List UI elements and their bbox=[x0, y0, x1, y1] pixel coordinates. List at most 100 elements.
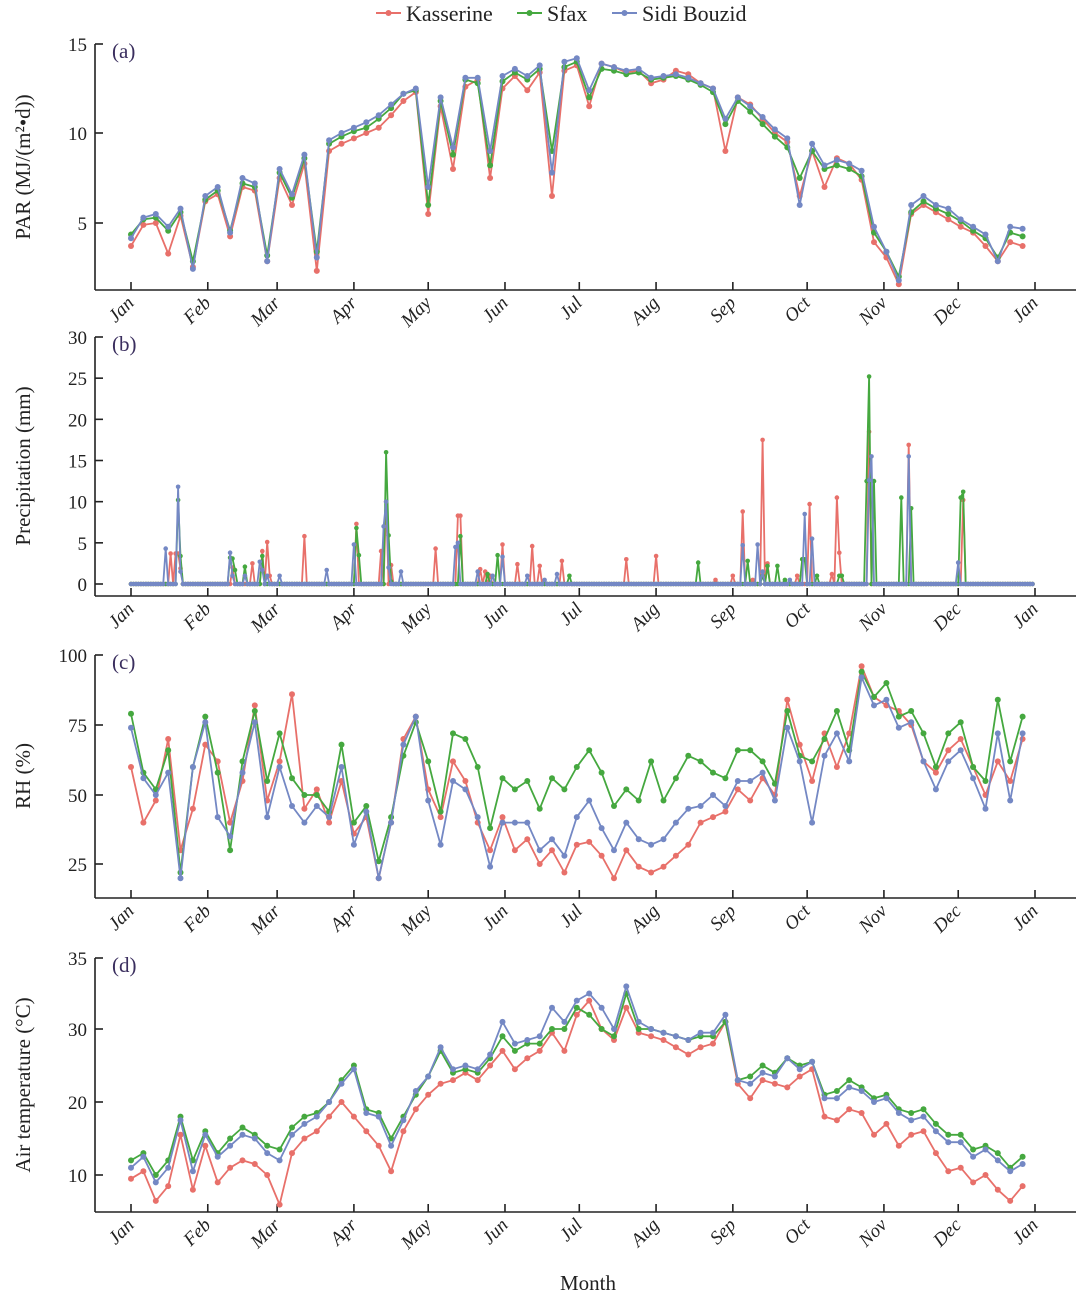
data-point bbox=[561, 1047, 568, 1054]
data-point bbox=[326, 814, 333, 821]
data-point bbox=[906, 442, 911, 448]
data-point bbox=[542, 577, 547, 583]
data-point bbox=[932, 1120, 939, 1127]
data-point bbox=[809, 819, 816, 826]
data-point bbox=[400, 90, 407, 97]
data-point bbox=[450, 758, 456, 765]
data-point bbox=[189, 805, 196, 812]
x-tick-label-aug: Aug bbox=[626, 293, 664, 331]
data-point bbox=[168, 551, 173, 556]
data-point bbox=[455, 540, 461, 546]
y-tick-label: 30 bbox=[68, 328, 87, 349]
data-point bbox=[425, 1091, 432, 1098]
data-point bbox=[734, 786, 741, 793]
data-point bbox=[189, 764, 196, 770]
data-point bbox=[932, 769, 939, 776]
x-tick-label-jun: Jun bbox=[478, 293, 512, 327]
data-point bbox=[524, 87, 531, 94]
data-point bbox=[242, 564, 248, 569]
x-tick-label-jul: Jul bbox=[556, 901, 587, 932]
data-point bbox=[787, 577, 793, 583]
data-point bbox=[321, 581, 327, 587]
x-tick-label-sep: Sep bbox=[706, 599, 740, 633]
panel-tag: (a) bbox=[112, 39, 135, 63]
data-point bbox=[796, 1066, 803, 1073]
data-point bbox=[932, 202, 939, 208]
x-tick-label-nov: Nov bbox=[854, 292, 892, 330]
x-tick-label-aug: Aug bbox=[626, 599, 664, 637]
data-point bbox=[970, 764, 977, 770]
data-point bbox=[908, 1117, 915, 1124]
data-point bbox=[920, 1113, 927, 1120]
data-point bbox=[202, 1142, 209, 1149]
data-point bbox=[809, 778, 816, 784]
data-point bbox=[586, 838, 593, 845]
data-point bbox=[994, 730, 1001, 737]
data-point bbox=[239, 175, 246, 181]
data-point bbox=[497, 581, 503, 587]
data-point bbox=[1019, 243, 1026, 249]
data-point bbox=[232, 567, 238, 573]
data-point bbox=[833, 764, 840, 770]
data-point bbox=[685, 1037, 692, 1043]
data-point bbox=[375, 1113, 382, 1120]
panel-b: 0 5 10 15 20 25 30 Jan Feb Mar Apr May Jun Jul Aug Sep O… bbox=[11, 328, 1076, 638]
data-point bbox=[648, 841, 655, 848]
data-point bbox=[276, 1157, 283, 1164]
data-point bbox=[350, 135, 357, 142]
data-point bbox=[301, 1120, 308, 1127]
data-point bbox=[301, 819, 308, 826]
data-point bbox=[301, 1113, 308, 1120]
data-point bbox=[227, 1164, 234, 1171]
data-point bbox=[573, 814, 580, 821]
data-point bbox=[970, 1153, 977, 1160]
data-point bbox=[536, 1047, 543, 1054]
data-point bbox=[858, 674, 865, 681]
y-tick-label: 20 bbox=[68, 1093, 87, 1114]
data-point bbox=[473, 581, 478, 587]
data-point bbox=[846, 166, 853, 172]
data-point bbox=[685, 1051, 692, 1058]
data-point bbox=[903, 581, 909, 587]
data-point bbox=[500, 554, 505, 560]
data-point bbox=[908, 708, 915, 714]
data-point bbox=[326, 819, 333, 826]
y-tick-label: 30 bbox=[68, 1020, 87, 1041]
data-point bbox=[152, 1197, 159, 1204]
data-point bbox=[747, 103, 754, 110]
data-point bbox=[511, 1047, 518, 1054]
data-point bbox=[240, 581, 245, 587]
data-point bbox=[524, 778, 531, 784]
data-point bbox=[784, 135, 791, 142]
x-tick-label-sep: Sep bbox=[706, 1215, 740, 1249]
data-point bbox=[573, 55, 580, 62]
data-point bbox=[760, 569, 765, 574]
data-point bbox=[264, 1150, 271, 1157]
data-point bbox=[225, 581, 230, 587]
data-point bbox=[450, 730, 456, 737]
data-point bbox=[487, 581, 493, 587]
data-point bbox=[858, 1110, 865, 1116]
data-point bbox=[450, 778, 456, 784]
data-point bbox=[685, 752, 692, 759]
data-point bbox=[672, 71, 679, 78]
series-line-kasserine bbox=[131, 430, 1033, 585]
y-axis-title: RH (%) bbox=[11, 743, 35, 809]
data-point bbox=[833, 157, 840, 163]
data-point bbox=[239, 1124, 246, 1131]
data-point bbox=[264, 258, 271, 265]
x-tick-label-mar: Mar bbox=[246, 1214, 285, 1253]
y-axis-title: Air temperature (°C) bbox=[11, 997, 35, 1172]
data-point bbox=[499, 1047, 506, 1054]
data-point bbox=[809, 758, 816, 765]
data-point bbox=[573, 1011, 580, 1018]
data-point bbox=[462, 736, 469, 742]
x-tick-label-jan: Jan bbox=[1008, 293, 1042, 327]
data-point bbox=[552, 581, 557, 587]
data-point bbox=[437, 94, 444, 101]
data-point bbox=[485, 571, 490, 577]
data-point bbox=[932, 786, 939, 793]
y-tick-label: 20 bbox=[68, 410, 87, 431]
data-point bbox=[363, 124, 370, 131]
data-point bbox=[140, 214, 147, 221]
